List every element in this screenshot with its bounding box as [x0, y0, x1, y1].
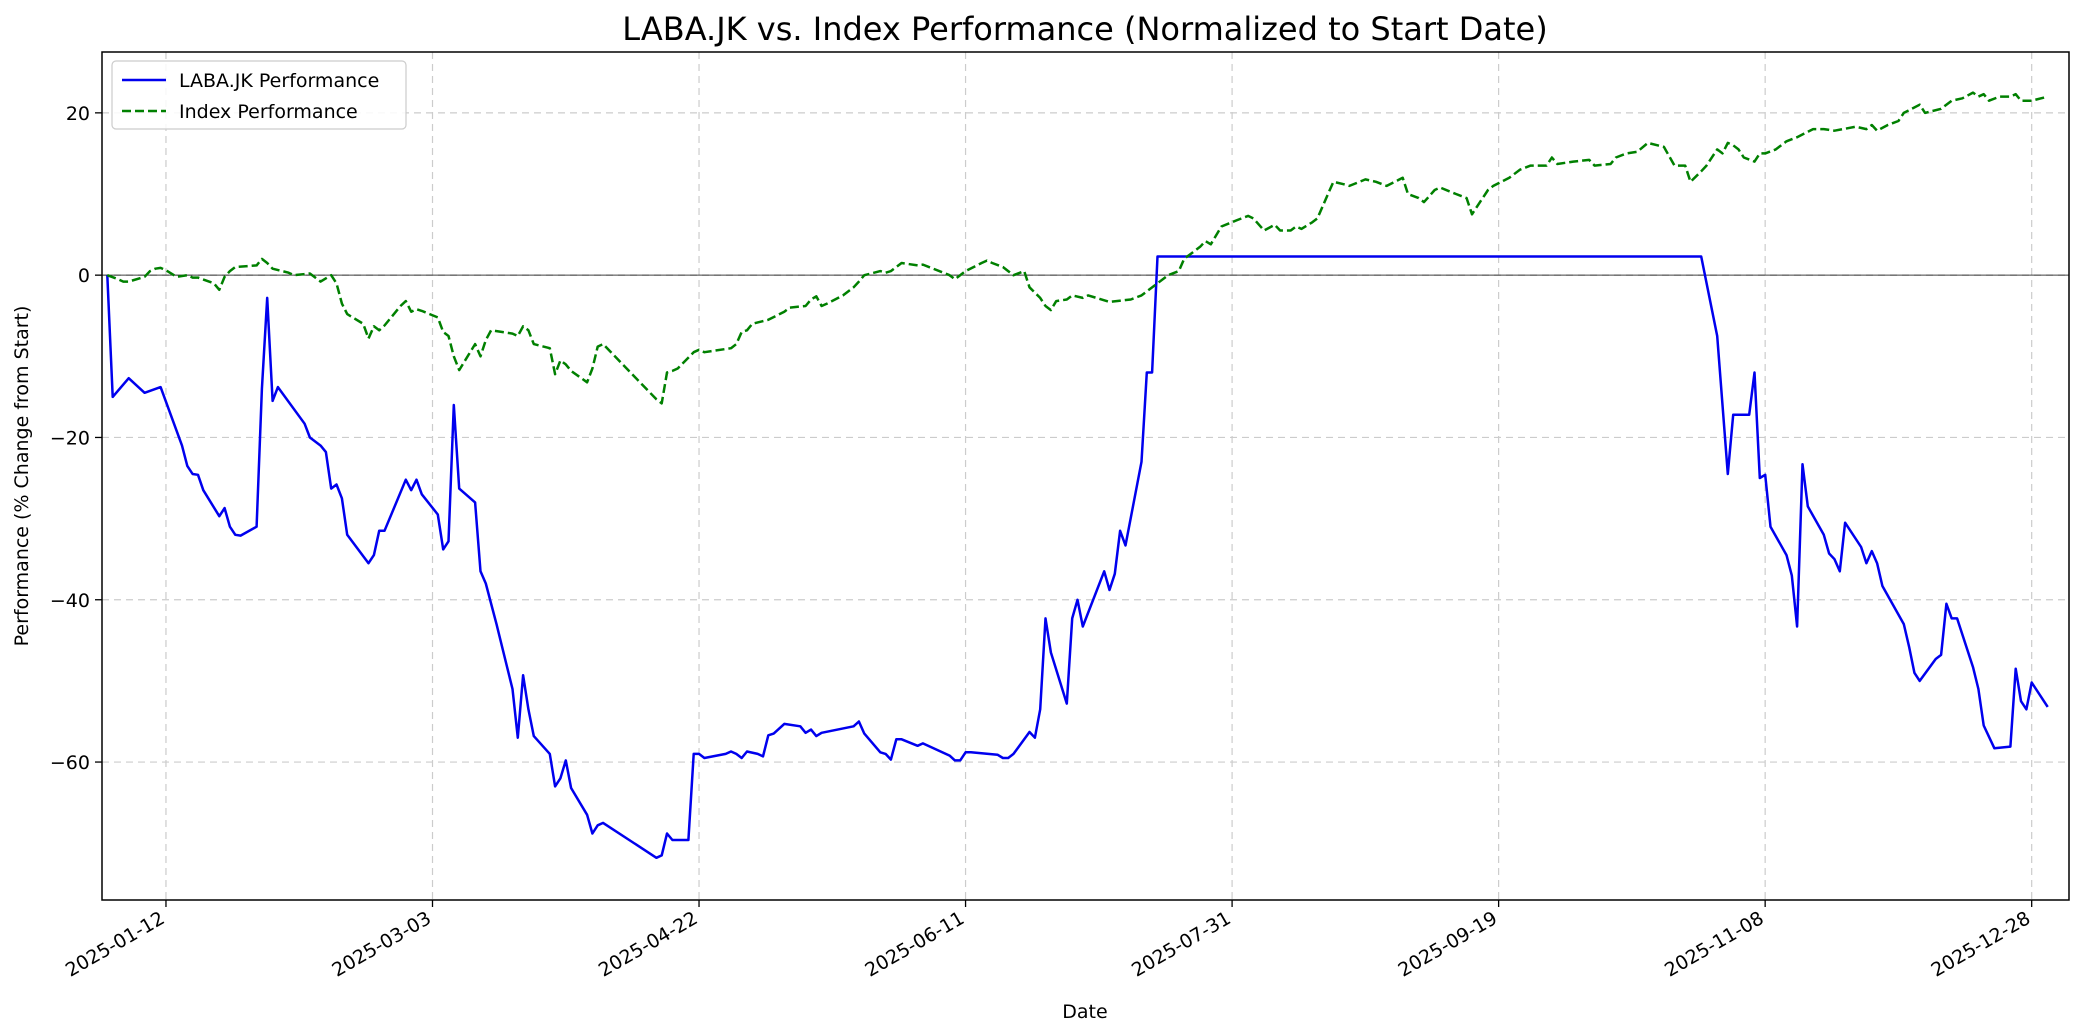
index-performance-line — [106, 91, 2049, 405]
legend-label-laba: LABA.JK Performance — [179, 70, 379, 92]
plot-frame — [101, 51, 2070, 901]
y-tick-label: 20 — [66, 103, 90, 125]
chart-title: LABA.JK vs. Index Performance (Normalize… — [622, 10, 1547, 48]
y-axis-ticks: −60 −40 −20 0 20 — [50, 103, 102, 774]
y-tick-label: −60 — [50, 752, 90, 774]
legend-box — [111, 60, 407, 130]
series-lines — [106, 91, 2049, 860]
y-tick-label: 0 — [78, 265, 90, 287]
y-tick-label: −40 — [50, 590, 90, 612]
legend-label-index: Index Performance — [179, 101, 358, 123]
x-axis-label: Date — [1062, 1001, 1107, 1023]
y-axis-label: Performance (% Change from Start) — [11, 306, 33, 647]
legend: LABA.JK Performance Index Performance — [111, 60, 407, 130]
y-tick-label: −20 — [50, 427, 90, 449]
laba-performance-line — [106, 255, 2049, 860]
